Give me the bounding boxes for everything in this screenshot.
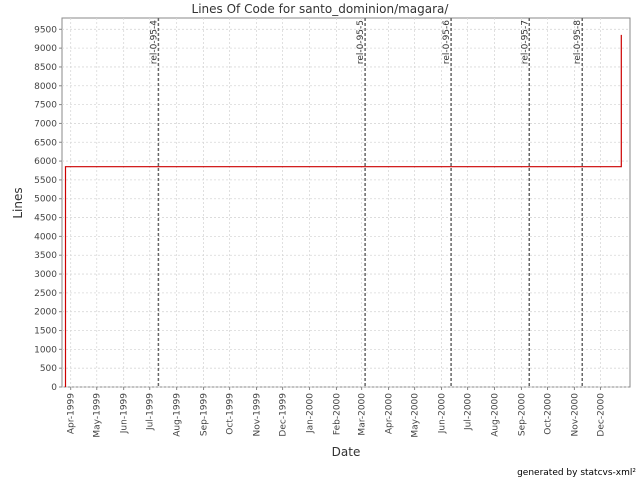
y-tick-label: 2500 <box>34 289 57 299</box>
x-tick-label: May-2000 <box>411 393 421 438</box>
y-tick-label: 6000 <box>34 157 57 167</box>
plot-area <box>61 17 631 388</box>
x-tick-label: Sep-2000 <box>517 393 527 436</box>
y-tick-label: 500 <box>40 364 57 374</box>
x-tick-label: Mar-2000 <box>358 393 368 436</box>
y-tick-label: 5500 <box>34 176 57 186</box>
y-tick-label: 6500 <box>34 138 57 148</box>
chart-title: Lines Of Code for santo_dominion/magara/ <box>192 2 450 16</box>
series-lines <box>64 34 622 387</box>
y-tick-label: 5000 <box>34 195 57 205</box>
y-tick-label: 0 <box>51 383 57 393</box>
x-tick-label: Dec-2000 <box>596 393 606 437</box>
x-tick-label: Jul-1999 <box>146 393 156 431</box>
y-tick-label: 1000 <box>34 345 57 355</box>
grid-lines <box>62 18 630 388</box>
x-tick-label: Oct-1999 <box>226 393 236 435</box>
x-tick-label: Jun-1999 <box>120 393 130 434</box>
x-tick-label: Oct-2000 <box>543 393 553 435</box>
y-axis-label: Lines <box>11 187 25 218</box>
y-tick-label: 1500 <box>34 327 57 337</box>
y-tick-label: 2000 <box>34 308 57 318</box>
y-tick-label: 7000 <box>34 119 57 129</box>
x-tick-label: Aug-2000 <box>491 393 501 437</box>
x-tick-label: Jun-2000 <box>438 393 448 434</box>
x-tick-label: Jul-2000 <box>464 393 474 431</box>
y-tick-label: 3000 <box>34 270 57 280</box>
release-marker-label: rel-0-95-7 <box>520 20 530 64</box>
x-tick-label: Aug-1999 <box>173 393 183 437</box>
y-tick-label: 7500 <box>34 101 57 111</box>
release-marker-label: rel-0-95-8 <box>573 20 583 64</box>
x-tick-label: Dec-1999 <box>279 393 289 437</box>
y-tick-label: 9000 <box>34 44 57 54</box>
x-tick-label: Sep-1999 <box>200 393 210 436</box>
generator-credit: generated by statcvs-xml² <box>517 468 636 478</box>
y-axis-ticks: 0 500 1000 1500 2000 2500 3000 3500 4000 4500 5000… <box>34 25 62 393</box>
x-tick-label: Feb-2000 <box>332 393 342 435</box>
release-marker-label: rel-0-95-6 <box>442 20 452 64</box>
x-tick-label: Jan-2000 <box>306 393 316 434</box>
x-tick-label: Nov-1999 <box>253 393 263 437</box>
x-tick-label: May-1999 <box>93 393 103 438</box>
x-tick-label: Apr-2000 <box>385 393 395 434</box>
release-markers: rel-0-95-4 rel-0-95-5 rel-0-95-6 rel-0-95-7… <box>149 18 583 387</box>
release-marker-label: rel-0-95-4 <box>149 20 159 64</box>
x-tick-label: Nov-2000 <box>570 393 580 437</box>
x-axis-label: Date <box>332 445 361 459</box>
release-marker-label: rel-0-95-5 <box>356 20 366 64</box>
y-tick-label: 4000 <box>34 232 57 242</box>
y-tick-label: 8000 <box>34 82 57 92</box>
y-tick-label: 9500 <box>34 25 57 35</box>
loc-series-line <box>64 34 622 387</box>
y-tick-label: 4500 <box>34 214 57 224</box>
y-tick-label: 8500 <box>34 63 57 73</box>
y-tick-label: 3500 <box>34 251 57 261</box>
x-tick-label: Apr-1999 <box>67 393 77 434</box>
x-axis-ticks: Apr-1999 May-1999 Jun-1999 Jul-1999 Aug-1999… <box>67 387 606 438</box>
